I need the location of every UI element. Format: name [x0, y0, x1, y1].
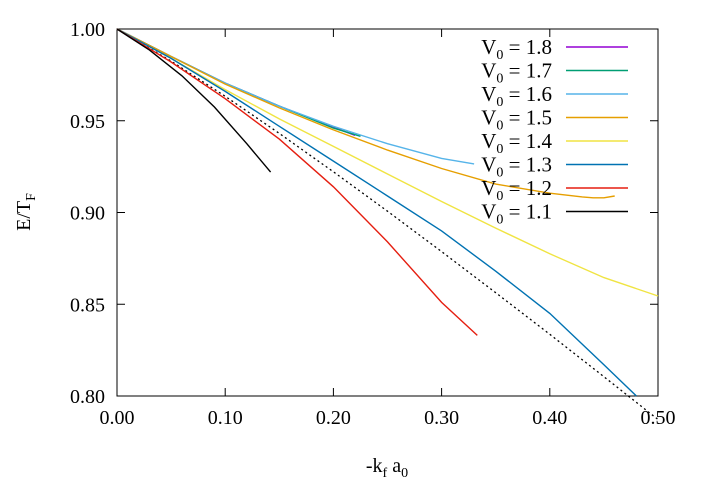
y-tick-label: 0.80 [70, 386, 105, 408]
legend-label-5: V0 = 1.3 [481, 153, 552, 181]
x-tick-label: 0.30 [424, 407, 459, 429]
x-tick-label: 0.20 [316, 407, 351, 429]
reference-curve-dotted [116, 28, 659, 421]
x-axis-label: -kf a0 [366, 455, 408, 481]
legend: V0 = 1.8V0 = 1.7V0 = 1.6V0 = 1.5V0 = 1.4… [481, 35, 628, 228]
axis-ticks: 0.00 0.10 0.20 0.30 0.40 0.50 0.80 0.85 0.90 0.95… [70, 19, 676, 429]
x-tick-label: 0.00 [100, 407, 135, 429]
y-axis-label: E/TF [13, 193, 39, 231]
series-line-3 [116, 28, 615, 199]
x-axis-label-sub2: 0 [401, 466, 408, 481]
legend-label-2: V0 = 1.6 [481, 82, 552, 110]
x-tick-label: 0.10 [208, 407, 243, 429]
y-axis-label-sub: F [24, 193, 39, 201]
x-axis-label-mid: a [387, 455, 401, 477]
y-tick-label: 1.00 [70, 19, 105, 41]
legend-label-4: V0 = 1.4 [481, 129, 552, 157]
y-tick-label: 0.90 [70, 203, 105, 225]
legend-label-3: V0 = 1.5 [481, 106, 552, 134]
legend-label-1: V0 = 1.7 [481, 59, 552, 87]
series-line-7 [116, 28, 272, 173]
x-tick-label: 0.50 [641, 407, 676, 429]
series-line-1 [116, 28, 361, 137]
legend-label-0: V0 = 1.8 [481, 35, 552, 63]
x-axis-label-sub1: f [383, 466, 388, 481]
series-line-2 [116, 28, 475, 165]
chart-curves [116, 28, 659, 421]
y-tick-label: 0.95 [70, 111, 105, 133]
series-line-6 [116, 28, 478, 336]
legend-label-7: V0 = 1.1 [481, 200, 552, 228]
series-line-4 [116, 28, 659, 297]
legend-label-6: V0 = 1.2 [481, 176, 552, 204]
series-line-0 [116, 28, 356, 137]
plot-frame [116, 28, 659, 397]
series-line-5 [116, 28, 637, 397]
y-tick-label: 0.85 [70, 294, 105, 316]
x-tick-label: 0.40 [532, 407, 567, 429]
